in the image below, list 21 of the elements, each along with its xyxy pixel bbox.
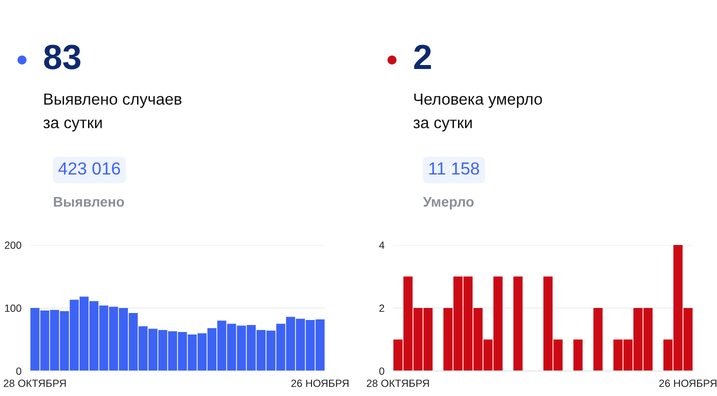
- x-tick-label: 26 НОЯБРЯ: [291, 380, 348, 387]
- x-tick-label: 28 ОКТЯБРЯ: [4, 380, 66, 387]
- x-tick-label: 28 ОКТЯБРЯ: [366, 380, 429, 387]
- text: Умерло: [423, 197, 474, 210]
- y-tick-label: 0: [379, 368, 384, 375]
- text: Выявлено: [54, 197, 124, 207]
- y-tick-label: 4: [379, 242, 384, 249]
- bar: [593, 308, 603, 371]
- chart-subtitle: Выявлено случаев за сутки: [43, 94, 182, 132]
- chart-title: 2: [414, 44, 431, 69]
- chart-title: 83: [44, 44, 80, 70]
- bar: [573, 340, 583, 371]
- y-tick-label: 200: [4, 242, 22, 249]
- text: 11 158: [429, 162, 480, 175]
- text: 423 016: [58, 162, 120, 175]
- bar: [513, 276, 523, 371]
- y-tick-label: 0: [16, 368, 22, 375]
- chart-subtitle: Человека умерло за сутки: [413, 94, 542, 132]
- y-tick-label: 100: [5, 304, 22, 312]
- x-tick-label: 26 НОЯБРЯ: [659, 380, 716, 387]
- y-tick-label: 2: [379, 304, 384, 312]
